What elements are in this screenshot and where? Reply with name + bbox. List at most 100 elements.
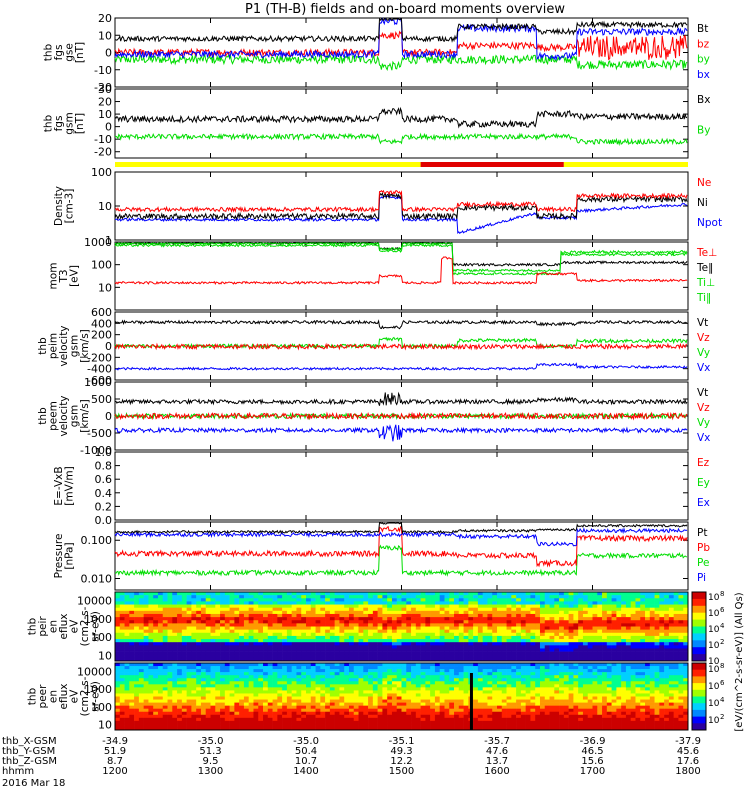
- series-line-Pe: [115, 546, 687, 575]
- y-tick-label: 0.6: [95, 473, 113, 486]
- series-line-Ni: [115, 193, 687, 219]
- legend-by: by: [697, 54, 710, 66]
- legend-Ey: Ey: [697, 477, 710, 489]
- legend-Vy: Vy: [697, 417, 710, 429]
- legend-Vy: Vy: [697, 347, 710, 359]
- y-tick-label: 10: [98, 200, 112, 213]
- legend-Bt: Bt: [697, 23, 708, 35]
- mode-bar: [115, 162, 688, 167]
- series-line-Vx: [115, 425, 687, 442]
- mode-segment: [564, 162, 688, 167]
- colorbar-tick-exp: 2: [720, 713, 724, 721]
- colorbar-tick-exp: 8: [720, 662, 724, 670]
- series-line-By: [115, 134, 687, 144]
- y-tick-label: 0.100: [81, 534, 113, 547]
- legend-Pi: Pi: [697, 572, 706, 584]
- colorbar-tick: 10: [708, 593, 720, 603]
- colorbar-tick-exp: 8: [720, 590, 724, 598]
- axis-row-value: 1500: [389, 766, 414, 777]
- colorbar-tick: 10: [708, 609, 720, 619]
- axis-row-value: 1200: [102, 766, 127, 777]
- y-axis-label: [mV/m]: [63, 466, 75, 505]
- y-tick-label: 20: [98, 96, 112, 109]
- legend-Ni: Ni: [697, 197, 708, 209]
- y-tick-label: 30: [98, 83, 112, 96]
- y-tick-label: 10: [98, 108, 112, 121]
- legend-bx: bx: [697, 69, 710, 81]
- mode-segment: [421, 162, 564, 167]
- colorbar-label: [eV/(cm^2-s-sr-eV)] (All Qs): [734, 592, 745, 731]
- colorbar-tick: 10: [708, 716, 720, 726]
- y-axis-label: [cm-3]: [63, 189, 75, 224]
- legend-Pe: Pe: [697, 557, 709, 569]
- legend-Vz: Vz: [697, 332, 710, 344]
- y-tick-label: 10000: [77, 665, 112, 678]
- y-axis-label: [nT]: [74, 42, 86, 63]
- axis-row-value: 1600: [484, 766, 509, 777]
- legend-Vt: Vt: [697, 317, 708, 329]
- legend-Ti‖: Ti‖: [696, 292, 711, 304]
- legend-Te⊥: Te⊥: [696, 247, 717, 259]
- colorbar-tick-exp: 2: [720, 638, 724, 646]
- colorbar-tick: 10: [708, 699, 720, 709]
- series-line-Vz: [115, 344, 687, 349]
- panel-frame: [115, 89, 688, 158]
- axis-row-value: 1400: [293, 766, 318, 777]
- legend-Pt: Pt: [697, 527, 707, 539]
- colorbar-tick: 10: [708, 682, 720, 692]
- y-tick-label: 10: [98, 650, 112, 663]
- panel-p6: 10005000-500-1000thbpeemvelocitygsm[km/s…: [37, 376, 710, 457]
- y-tick-label: -20: [94, 146, 112, 159]
- series-line-Bx: [115, 109, 687, 127]
- panel-p9: 10000100010010thbpeirenefluxeV(cm2-s-sr-…: [27, 592, 689, 663]
- legend-bz: bz: [697, 38, 710, 50]
- y-tick-label: 20: [98, 12, 112, 25]
- legend-Ex: Ex: [697, 497, 710, 509]
- heatmap-cells: [115, 663, 688, 730]
- axis-row-value: 1300: [198, 766, 223, 777]
- y-axis-label: [nT]: [74, 113, 86, 134]
- legend-Vz: Vz: [697, 402, 710, 414]
- legend-Ne: Ne: [697, 177, 711, 189]
- legend-Te‖: Te‖: [696, 262, 713, 274]
- y-tick-label: 0: [105, 410, 112, 423]
- colorbar-tick: 10: [708, 665, 720, 675]
- y-axis-label: [eV]: [69, 265, 81, 287]
- colorbar-tick: 10: [708, 641, 720, 651]
- mode-segment: [115, 162, 421, 167]
- legend-Vx: Vx: [697, 432, 710, 444]
- y-tick-label: 0.8: [95, 460, 113, 473]
- y-tick-label: 1000: [84, 236, 112, 249]
- colorbar-tick-exp: 4: [720, 622, 725, 630]
- series-line-Te⊥: [115, 257, 687, 284]
- y-tick-label: 10000: [77, 595, 112, 608]
- y-tick-label: 0: [105, 47, 112, 60]
- y-tick-label: 100: [91, 259, 112, 272]
- y-tick-label: 0.010: [81, 572, 113, 585]
- y-tick-label: 0.4: [95, 487, 113, 500]
- colorbar-tick-exp: 6: [720, 606, 725, 614]
- heatmap-cells: [115, 592, 688, 661]
- legend-Ez: Ez: [697, 457, 710, 469]
- y-tick-label: 1000: [84, 376, 112, 389]
- series-line-Vx: [115, 364, 687, 370]
- y-tick-label: 0.2: [95, 500, 113, 513]
- panel-p10: 10000100010010thbpeerenefluxeV(cm2-s-sr-…: [27, 663, 689, 732]
- legend-Npot: Npot: [697, 217, 722, 229]
- y-tick-label: 1.0: [95, 446, 113, 459]
- legend-Vx: Vx: [697, 362, 710, 374]
- y-tick-label: 10: [98, 719, 112, 732]
- y-axis-label: [km/s]: [79, 399, 91, 433]
- legend-Vt: Vt: [697, 387, 708, 399]
- panel-p5: 6004002000-200-400-600thbpeimvelocitygsm…: [37, 306, 710, 387]
- series-line-by: [115, 55, 687, 70]
- legend-By: By: [697, 125, 710, 137]
- axis-row-value: 1700: [580, 766, 605, 777]
